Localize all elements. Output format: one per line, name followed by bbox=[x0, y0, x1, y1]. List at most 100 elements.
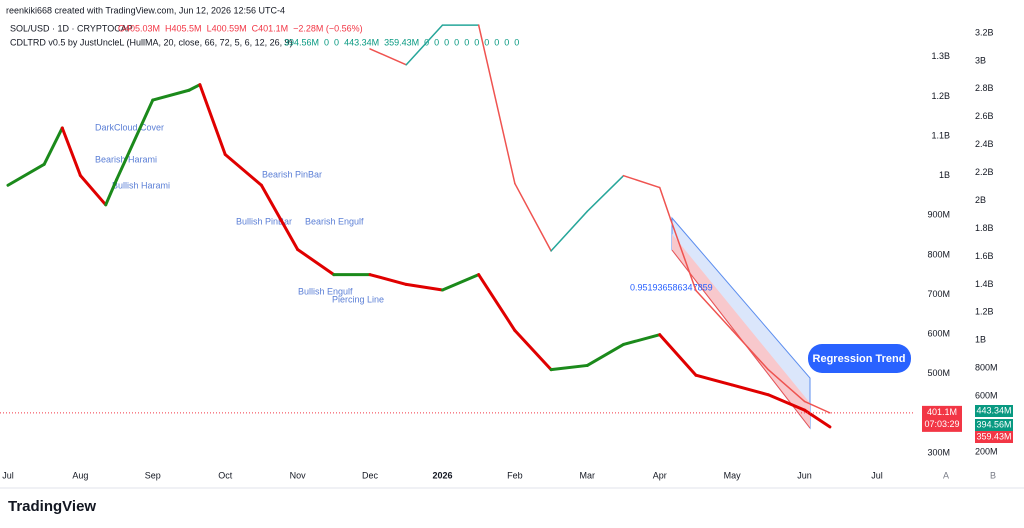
y2-tick-label: 1.4B bbox=[975, 279, 994, 289]
y2-tick-label: 800M bbox=[975, 363, 998, 373]
credit: reenkiki668 created with TradingView.com… bbox=[6, 5, 285, 15]
y2-tick-label: 2B bbox=[975, 195, 986, 205]
y2-tick-label: 1.6B bbox=[975, 251, 994, 261]
indicator-value: 394.56M bbox=[284, 37, 319, 47]
y2-tick-label: 2.4B bbox=[975, 139, 994, 149]
indicator-tag bbox=[975, 405, 1013, 417]
y-tick-label: 600M bbox=[927, 328, 950, 338]
series-segment bbox=[404, 282, 444, 292]
ohlc-value: C401.1M bbox=[252, 23, 289, 33]
series-segment bbox=[695, 289, 733, 331]
series-segment bbox=[766, 393, 807, 412]
scale-mark[interactable]: B bbox=[990, 470, 996, 480]
y2-tick-label: 3.2B bbox=[975, 27, 994, 37]
series-segment bbox=[60, 126, 82, 177]
indicator-tag bbox=[975, 419, 1013, 431]
indicator-value: 0 bbox=[334, 37, 339, 47]
series-segment bbox=[731, 329, 770, 371]
x-tick-label: Apr bbox=[653, 470, 667, 480]
series-segment bbox=[803, 408, 832, 429]
series-segment bbox=[694, 373, 734, 387]
indicator-value: 359.43M bbox=[384, 37, 419, 47]
x-tick-label: Sep bbox=[145, 470, 161, 480]
indicator-tag bbox=[975, 431, 1013, 443]
series-segment bbox=[513, 329, 553, 372]
x-tick-label: Feb bbox=[507, 470, 523, 480]
series-segment bbox=[198, 83, 227, 157]
ohlc-value: L400.59M bbox=[207, 23, 247, 33]
x-tick-label: Dec bbox=[362, 470, 379, 480]
pattern-label: Bearish Engulf bbox=[305, 216, 364, 226]
y-tick-label: 1.2B bbox=[931, 91, 950, 101]
series-segment bbox=[514, 182, 552, 252]
series-segment bbox=[669, 218, 697, 292]
series-segment bbox=[259, 183, 300, 251]
indicator-value: 0 bbox=[484, 37, 489, 47]
indicator-name: CDLTRD v0.5 by JustUncleL (HullMA, 20, c… bbox=[10, 37, 293, 47]
series-segment bbox=[151, 88, 191, 102]
y-tick-label: 500M bbox=[927, 368, 950, 378]
indicator-tag-label: 394.56M bbox=[976, 419, 1011, 429]
regression-lower bbox=[672, 234, 810, 428]
y2-tick-label: 3B bbox=[975, 55, 986, 65]
series-segment bbox=[104, 178, 119, 207]
ohlc-value: H405.5M bbox=[165, 23, 202, 33]
scale-mark[interactable]: A bbox=[943, 470, 949, 480]
y-tick-label: 1B bbox=[939, 170, 950, 180]
indicator-value: 0 bbox=[434, 37, 439, 47]
series-segment bbox=[658, 333, 698, 377]
y2-tick-label: 600M bbox=[975, 391, 998, 401]
pattern-label: Bullish PinBar bbox=[236, 216, 292, 226]
indicator-tag-label: 359.43M bbox=[976, 431, 1011, 441]
x-tick-label: Nov bbox=[290, 470, 307, 480]
series-segment bbox=[369, 48, 408, 66]
x-tick-label: 2026 bbox=[432, 470, 452, 480]
x-tick-label: Aug bbox=[72, 470, 88, 480]
series-segment bbox=[550, 210, 589, 252]
series-segment bbox=[622, 333, 662, 346]
pattern-label: Bearish PinBar bbox=[262, 169, 322, 179]
indicator-value: 0 bbox=[514, 37, 519, 47]
ohlc-value: −2.28M (−0.56%) bbox=[293, 23, 363, 33]
series-segment bbox=[549, 363, 589, 372]
indicator-value: 0 bbox=[444, 37, 449, 47]
series-segment bbox=[585, 342, 626, 367]
series-segment bbox=[440, 273, 481, 292]
series-segment bbox=[803, 400, 831, 414]
series-segment bbox=[730, 383, 770, 397]
y2-tick-label: 200M bbox=[975, 446, 998, 456]
y2-tick-label: 1B bbox=[975, 335, 986, 345]
y2-tick-label: 2.8B bbox=[975, 83, 994, 93]
y-tick-label: 1.3B bbox=[931, 51, 950, 61]
indicator-value: 0 bbox=[324, 37, 329, 47]
y-tick-label: 700M bbox=[927, 289, 950, 299]
series-segment bbox=[42, 126, 64, 166]
y-tick-label: 1.1B bbox=[931, 130, 950, 140]
indicator-value: 0 bbox=[454, 37, 459, 47]
y-tick-label: 900M bbox=[927, 210, 950, 220]
regression-value: 0.951936586347859 bbox=[630, 282, 713, 292]
indicator-value: 0 bbox=[504, 37, 509, 47]
series-segment bbox=[405, 24, 444, 66]
x-tick-label: Mar bbox=[580, 470, 596, 480]
y-tick-label: 800M bbox=[927, 249, 950, 259]
regression-badge[interactable] bbox=[808, 344, 911, 373]
price-tag bbox=[922, 405, 962, 432]
series-segment bbox=[296, 247, 336, 277]
x-tick-label: May bbox=[724, 470, 742, 480]
y-tick-label: 300M bbox=[927, 447, 950, 457]
series-segment bbox=[78, 173, 108, 207]
x-tick-label: Jul bbox=[2, 470, 14, 480]
series-segment bbox=[622, 174, 661, 189]
ohlc-value: O405.03M bbox=[118, 23, 160, 33]
y2-tick-label: 1.8B bbox=[975, 223, 994, 233]
indicator-value: 0 bbox=[494, 37, 499, 47]
y2-tick-label: 2.2B bbox=[975, 167, 994, 177]
series-segment bbox=[187, 83, 202, 92]
x-tick-label: Jul bbox=[871, 470, 883, 480]
series-segment bbox=[477, 273, 517, 333]
series-segment bbox=[767, 368, 806, 403]
pattern-label: Bullish Engulf bbox=[298, 286, 353, 296]
